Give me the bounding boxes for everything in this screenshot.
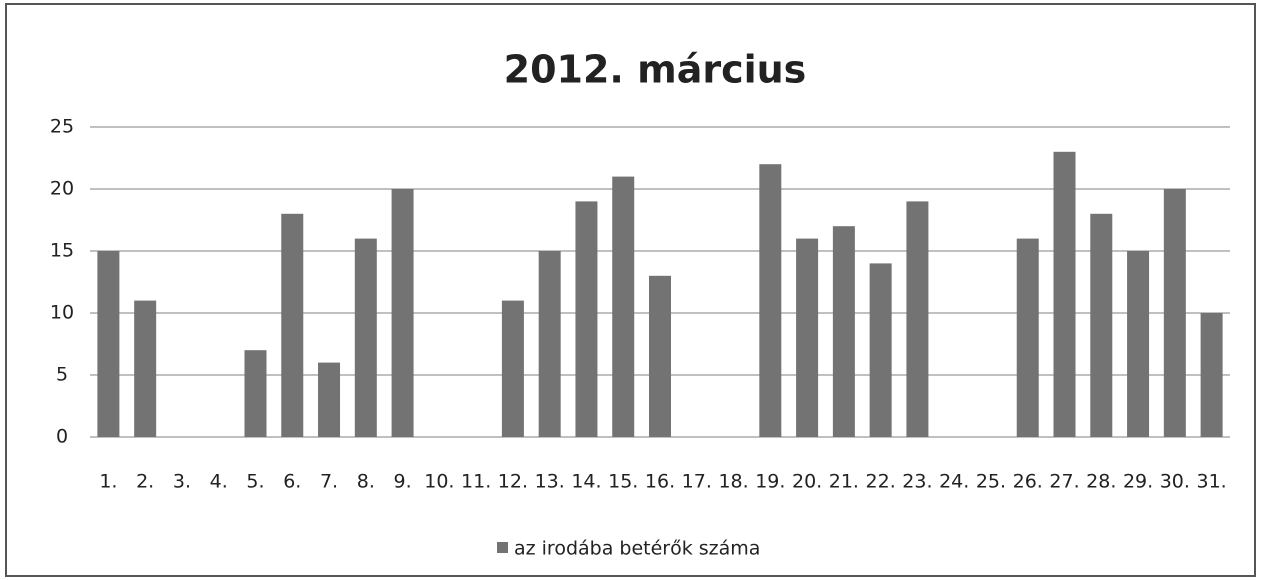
x-tick-label: 19. <box>755 471 785 493</box>
y-tick-label: 20 <box>50 178 74 200</box>
x-tick-label: 29. <box>1123 471 1153 493</box>
bar <box>759 164 782 437</box>
bar <box>391 189 414 437</box>
bar <box>832 226 855 437</box>
y-tick-label: 15 <box>50 240 74 262</box>
x-tick-label: 11. <box>461 471 491 493</box>
x-tick-label: 25. <box>976 471 1006 493</box>
x-tick-label: 3. <box>173 471 191 493</box>
x-tick-label: 8. <box>357 471 375 493</box>
bar <box>1200 313 1223 437</box>
bar <box>1053 151 1076 438</box>
legend-label: az irodába betérők száma <box>514 538 760 560</box>
bar <box>354 238 377 437</box>
x-tick-label: 28. <box>1086 471 1116 493</box>
bar <box>501 300 524 437</box>
x-tick-label: 23. <box>902 471 932 493</box>
y-tick-label: 25 <box>50 116 74 138</box>
legend-swatch <box>497 542 508 553</box>
bar <box>1163 189 1186 437</box>
x-tick-label: 5. <box>246 471 264 493</box>
y-tick-label: 10 <box>50 302 74 324</box>
x-tick-label: 9. <box>394 471 412 493</box>
x-tick-label: 18. <box>718 471 748 493</box>
x-tick-label: 15. <box>608 471 638 493</box>
y-tick-label: 0 <box>56 426 68 448</box>
bar <box>1127 251 1150 437</box>
x-tick-label: 17. <box>682 471 712 493</box>
bar <box>575 201 598 437</box>
bar <box>869 263 892 437</box>
bar <box>244 350 267 437</box>
bar <box>906 201 929 437</box>
x-tick-label: 2. <box>136 471 154 493</box>
bar <box>1016 238 1039 437</box>
x-tick-label: 20. <box>792 471 822 493</box>
x-tick-label: 26. <box>1013 471 1043 493</box>
x-tick-label: 1. <box>99 471 117 493</box>
bar <box>538 251 561 437</box>
x-tick-label: 10. <box>424 471 454 493</box>
x-tick-label: 27. <box>1049 471 1079 493</box>
chart-title: 2012. március <box>504 48 807 92</box>
bar <box>318 362 341 437</box>
x-tick-label: 21. <box>829 471 859 493</box>
x-tick-label: 6. <box>283 471 301 493</box>
x-tick-label: 31. <box>1197 471 1227 493</box>
bar <box>1090 213 1113 437</box>
bar <box>281 213 304 437</box>
x-tick-label: 16. <box>645 471 675 493</box>
x-tick-label: 22. <box>866 471 896 493</box>
x-tick-label: 30. <box>1160 471 1190 493</box>
bar <box>134 300 157 437</box>
x-tick-label: 12. <box>498 471 528 493</box>
x-tick-label: 7. <box>320 471 338 493</box>
y-tick-label: 5 <box>56 364 68 386</box>
x-tick-label: 24. <box>939 471 969 493</box>
x-tick-label: 14. <box>571 471 601 493</box>
bar <box>796 238 819 437</box>
bar <box>612 176 635 437</box>
x-tick-label: 4. <box>210 471 228 493</box>
bar <box>97 251 120 437</box>
x-tick-label: 13. <box>535 471 565 493</box>
bar <box>649 275 671 437</box>
